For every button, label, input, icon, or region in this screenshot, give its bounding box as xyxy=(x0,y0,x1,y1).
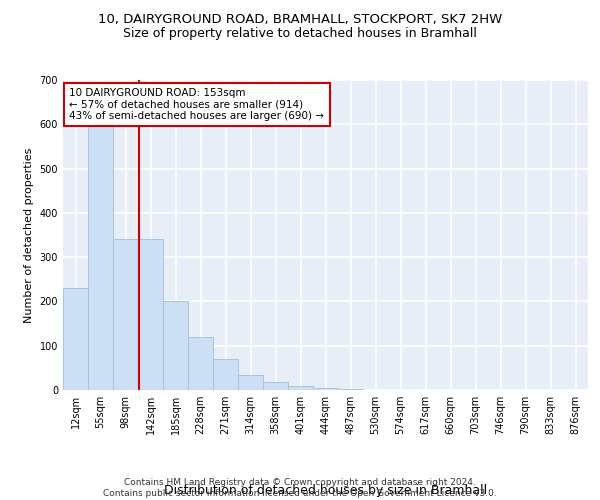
Y-axis label: Number of detached properties: Number of detached properties xyxy=(24,148,34,322)
Bar xyxy=(63,288,88,390)
Bar xyxy=(338,389,363,390)
Bar xyxy=(263,382,288,390)
Text: Size of property relative to detached houses in Bramhall: Size of property relative to detached ho… xyxy=(123,28,477,40)
Text: Contains HM Land Registry data © Crown copyright and database right 2024.
Contai: Contains HM Land Registry data © Crown c… xyxy=(103,478,497,498)
Bar xyxy=(138,240,163,390)
Text: 10 DAIRYGROUND ROAD: 153sqm
← 57% of detached houses are smaller (914)
43% of se: 10 DAIRYGROUND ROAD: 153sqm ← 57% of det… xyxy=(70,88,325,121)
Bar xyxy=(288,386,313,390)
Bar xyxy=(238,374,263,390)
Text: 10, DAIRYGROUND ROAD, BRAMHALL, STOCKPORT, SK7 2HW: 10, DAIRYGROUND ROAD, BRAMHALL, STOCKPOR… xyxy=(98,12,502,26)
Bar xyxy=(88,111,113,390)
Bar xyxy=(188,337,213,390)
Bar xyxy=(213,359,238,390)
Bar xyxy=(163,302,188,390)
Bar xyxy=(113,240,138,390)
X-axis label: Distribution of detached houses by size in Bramhall: Distribution of detached houses by size … xyxy=(164,484,487,497)
Bar xyxy=(313,388,338,390)
